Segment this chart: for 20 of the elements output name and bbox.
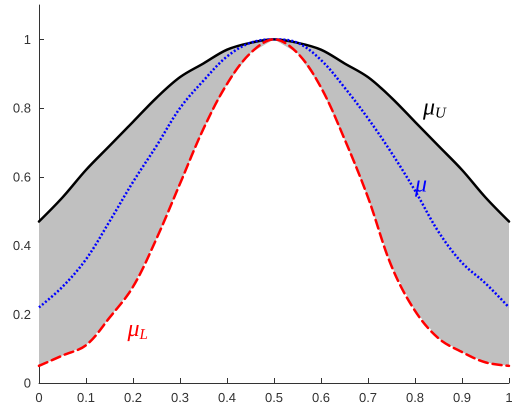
x-tick-label: 0.1 [76, 390, 96, 405]
x-tick-label: 0.6 [312, 390, 330, 405]
x-tick-label: 0 [35, 390, 43, 405]
y-tick-label: 1 [24, 32, 31, 47]
x-tick-label: 0.5 [264, 390, 284, 405]
y-tick-label: 0.4 [12, 238, 31, 254]
x-tick-label: 0.4 [218, 390, 236, 405]
line-series [38, 38, 510, 309]
x-tick-label: 0.9 [452, 390, 472, 405]
x-tick-label: 0.3 [170, 390, 190, 405]
x-tick-label: 1 [505, 390, 513, 405]
x-tick-label: 0.7 [358, 390, 378, 405]
x-tick-label: 0.2 [124, 390, 142, 405]
y-tick-label: 0.6 [12, 169, 31, 184]
y-tick-label: 0.2 [12, 306, 31, 322]
x-tick-label: 0.8 [406, 390, 424, 405]
y-tick-label: 0 [24, 376, 31, 390]
series-label: μ [414, 172, 428, 198]
y-tick-label: 0.8 [12, 100, 31, 116]
line-series [38, 38, 510, 223]
